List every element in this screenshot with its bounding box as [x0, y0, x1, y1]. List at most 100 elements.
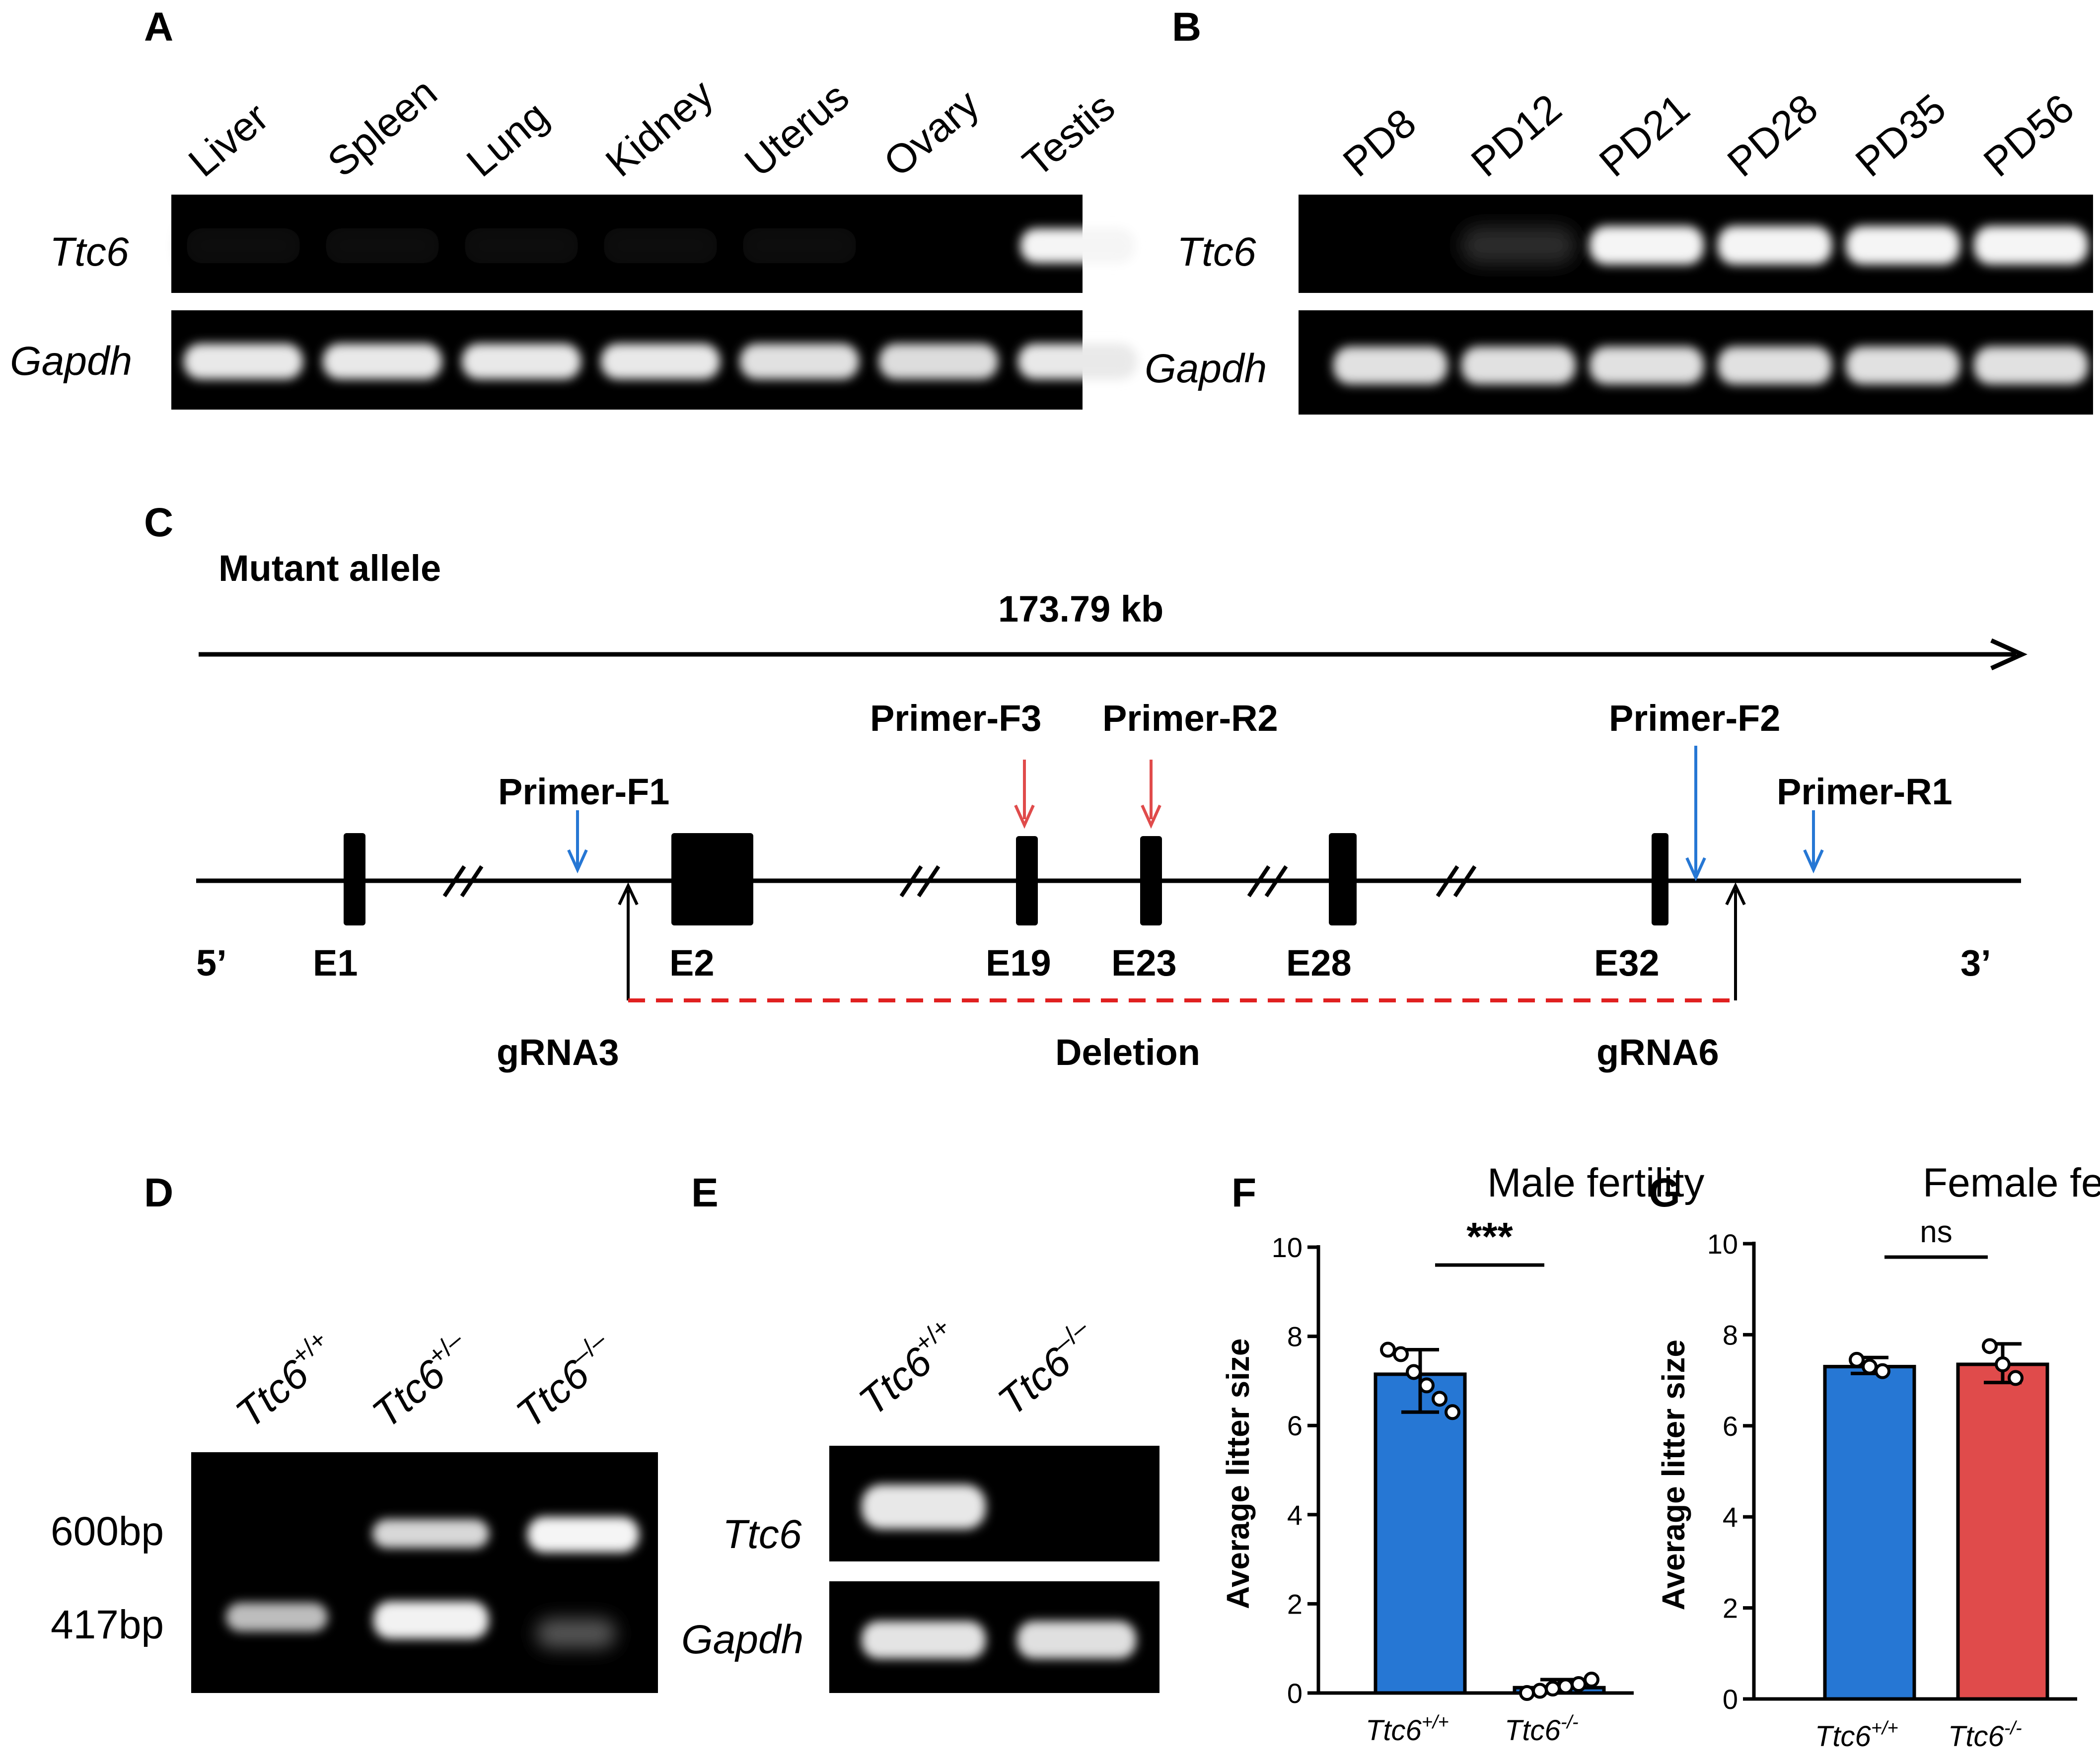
panel-f: F Male fertility 0 2 4 6 8 10 Average litter si… — [1220, 1160, 1704, 1747]
chart-female-fertility: Female fertility 0 2 4 6 8 10 Average litter si… — [1656, 1160, 2100, 1753]
lane-label: Testis — [1014, 84, 1123, 185]
primer-f1-arrowhead — [567, 849, 588, 874]
panel-e-lane-labels: Ttc6+/+Ttc6–/– — [848, 1312, 1106, 1424]
gel-band — [1333, 226, 1448, 265]
y-tick-label: 2 — [1287, 1588, 1303, 1620]
gel-band — [186, 228, 300, 263]
exon-label-e23: E23 — [1111, 942, 1177, 984]
data-point — [1875, 1363, 1890, 1379]
y-tick-label: 4 — [1287, 1499, 1303, 1531]
lane-label: Liver — [180, 94, 277, 186]
mutant-allele-title: Mutant allele — [218, 548, 441, 589]
marker-417bp: 417bp — [51, 1602, 164, 1647]
y-tick-label: 4 — [1723, 1501, 1738, 1533]
panel-e: E Ttc6+/+Ttc6–/– Ttc6 Gapdh — [681, 1170, 1159, 1693]
primer-r1-label: Primer-R1 — [1777, 771, 1953, 812]
primer-r2-arrowhead — [1141, 804, 1161, 829]
gel-band — [527, 1517, 639, 1552]
panel-b-gapdh-row-label: Gapdh — [1145, 346, 1267, 391]
gel-band — [323, 344, 442, 379]
gel-band — [881, 228, 996, 263]
significance-label: *** — [1466, 1214, 1513, 1259]
panel-d-label: D — [144, 1170, 173, 1215]
lane-label: PD56 — [1975, 85, 2083, 186]
gel-band — [1590, 347, 1704, 384]
y-tick-label: 0 — [1723, 1684, 1738, 1715]
exon-e1 — [344, 833, 365, 925]
gel-band — [462, 344, 581, 379]
gel-band — [1974, 347, 2088, 384]
data-point — [1532, 1683, 1548, 1699]
grna3-label: gRNA3 — [497, 1032, 619, 1073]
panel-a-lane-labels: Liver Spleen Lung Kidney Uterus Ovary Testis — [180, 70, 1123, 186]
panel-a: A Liver Spleen Lung Kidney Uterus Ovary Testis… — [10, 4, 1137, 410]
gel-band — [603, 228, 718, 263]
grna6-arrowhead — [1725, 882, 1746, 906]
break-mark — [1436, 865, 1477, 898]
length-label: 173.79 kb — [998, 588, 1163, 630]
lane-label: Uterus — [736, 74, 858, 186]
data-point — [1380, 1341, 1396, 1358]
gel-band — [1974, 226, 2088, 265]
data-point — [1519, 1685, 1535, 1701]
panel-f-label: F — [1231, 1170, 1256, 1215]
x-tick-label: Ttc6-/- — [1948, 1718, 2022, 1753]
primer-r2-label: Primer-R2 — [1102, 698, 1278, 739]
data-point — [1571, 1676, 1587, 1693]
break-mark — [1247, 865, 1288, 898]
lane-label: Ovary — [875, 81, 988, 185]
genotype-label: Ttc6–/– — [506, 1326, 625, 1437]
gel-band — [1846, 226, 1960, 265]
lane-label: Kidney — [597, 71, 722, 186]
panel-a-bands — [184, 228, 1137, 379]
exon-e28 — [1329, 833, 1357, 925]
data-point — [1406, 1364, 1422, 1380]
data-point — [1419, 1377, 1435, 1394]
gel-band — [862, 1484, 986, 1529]
panel-c-label: C — [144, 500, 173, 545]
panel-b-lane-labels: PD8 PD12 PD21 PD28 PD35 PD56 — [1335, 85, 2083, 186]
exon-e23 — [1140, 836, 1162, 925]
genotype-label: Ttc6–/– — [987, 1313, 1106, 1424]
panel-e-gapdh-row-label: Gapdh — [681, 1617, 803, 1662]
panel-b-ttc6-row-label: Ttc6 — [1177, 229, 1256, 275]
gel-band — [862, 1621, 986, 1659]
gel-band — [601, 344, 720, 379]
bar — [1823, 1365, 1916, 1701]
gel-band — [1018, 344, 1137, 379]
x-tick-label: Ttc6+/+ — [1366, 1712, 1449, 1747]
genotype-label: Ttc6+/+ — [225, 1325, 345, 1436]
significance-label: ns — [1920, 1215, 1952, 1249]
exon-label-e28: E28 — [1286, 942, 1352, 984]
genotype-label: Ttc6+/– — [362, 1325, 481, 1437]
y-tick-label: 10 — [1272, 1232, 1303, 1263]
panel-a-label: A — [144, 4, 173, 50]
lane-label: Spleen — [319, 70, 445, 186]
exon-label-e2: E2 — [669, 942, 715, 984]
panel-d-gel — [191, 1452, 658, 1693]
y-tick-label: 10 — [1707, 1228, 1738, 1260]
data-point — [1558, 1678, 1574, 1694]
marker-600bp: 600bp — [51, 1509, 164, 1554]
genotype-label: Ttc6+/+ — [848, 1312, 968, 1424]
panel-g-label: G — [1649, 1170, 1680, 1215]
y-tick-label: 0 — [1287, 1678, 1303, 1709]
panel-e-label: E — [691, 1170, 719, 1215]
data-point — [1862, 1358, 1878, 1375]
y-tick-label: 8 — [1287, 1321, 1303, 1352]
gel-band — [325, 228, 439, 263]
gel-band — [1017, 1621, 1136, 1659]
data-point — [1393, 1346, 1409, 1362]
deletion-label: Deletion — [1055, 1032, 1200, 1073]
gel-band — [226, 1603, 328, 1631]
gel-band — [1461, 226, 1576, 265]
five-prime-label: 5’ — [196, 942, 227, 984]
panel-b-bands — [1333, 226, 2088, 384]
data-point — [1584, 1672, 1599, 1688]
exon-e32 — [1652, 833, 1668, 925]
lane-label: PD28 — [1719, 85, 1826, 186]
panel-e-bands — [862, 1484, 1136, 1659]
gel-band — [1590, 226, 1704, 265]
panel-b: B PD8 PD12 PD21 PD28 PD35 PD56 Ttc6 Gapdh — [1145, 4, 2093, 415]
